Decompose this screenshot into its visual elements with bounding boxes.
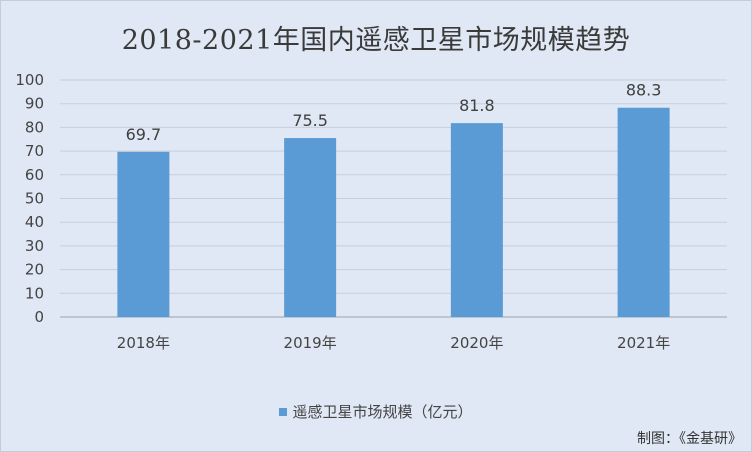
x-tick-label: 2020年 (450, 334, 503, 352)
x-tick-label: 2019年 (284, 334, 337, 352)
legend-label: 遥感卫星市场规模（亿元） (292, 403, 473, 421)
bar (284, 138, 337, 317)
x-axis-ticks: 2018年 2019年 2020年 2021年 (117, 334, 670, 352)
bars (117, 107, 670, 317)
y-tick-label: 80 (25, 118, 44, 136)
x-tick-label: 2018年 (117, 334, 170, 352)
data-labels: 69.7 75.5 81.8 88.3 (126, 81, 662, 144)
data-label: 81.8 (459, 96, 495, 115)
legend: 遥感卫星市场规模（亿元） (0, 401, 752, 422)
legend-swatch (279, 408, 288, 416)
bar (450, 123, 503, 317)
y-tick-label: 40 (25, 213, 44, 231)
gridlines (60, 79, 727, 318)
y-tick-label: 90 (25, 95, 44, 113)
bar (117, 151, 170, 317)
bar (617, 107, 670, 317)
y-tick-label: 50 (25, 190, 44, 208)
y-tick-label: 60 (25, 166, 44, 184)
y-tick-label: 20 (25, 261, 44, 279)
y-tick-label: 70 (25, 142, 44, 160)
y-tick-label: 10 (25, 284, 44, 302)
source-credit: 制图：《金基研》 (637, 431, 742, 447)
y-tick-label: 30 (25, 237, 44, 255)
data-label: 75.5 (292, 111, 328, 130)
y-tick-label: 0 (34, 308, 44, 326)
y-tick-label: 100 (15, 71, 44, 89)
chart-title: 2018-2021年国内遥感卫星市场规模趋势 (121, 25, 631, 56)
x-tick-label: 2021年 (617, 334, 670, 352)
data-label: 69.7 (126, 125, 162, 144)
data-label: 88.3 (626, 81, 662, 100)
y-axis-ticks: 0 10 20 30 40 50 60 70 80 90 100 (15, 71, 44, 326)
